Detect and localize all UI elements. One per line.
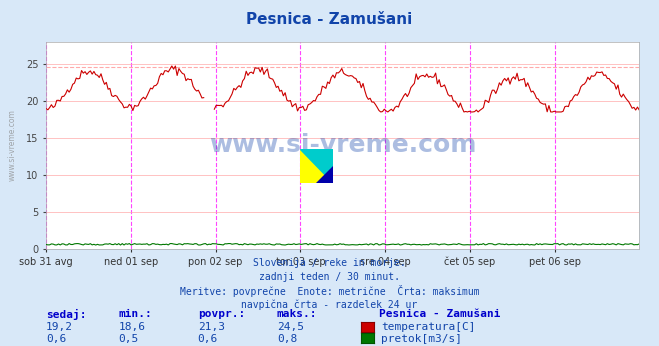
Text: pretok[m3/s]: pretok[m3/s] (381, 334, 462, 344)
Text: www.si-vreme.com: www.si-vreme.com (209, 133, 476, 157)
Text: www.si-vreme.com: www.si-vreme.com (8, 109, 17, 181)
Text: sedaj:: sedaj: (46, 309, 86, 320)
Text: 0,6: 0,6 (198, 334, 218, 344)
Text: navpična črta - razdelek 24 ur: navpična črta - razdelek 24 ur (241, 299, 418, 310)
Polygon shape (316, 166, 333, 183)
Polygon shape (300, 149, 333, 183)
Text: Slovenija / reke in morje.: Slovenija / reke in morje. (253, 258, 406, 268)
Text: 0,6: 0,6 (46, 334, 67, 344)
Text: zadnji teden / 30 minut.: zadnji teden / 30 minut. (259, 272, 400, 282)
Text: maks.:: maks.: (277, 309, 317, 319)
Text: povpr.:: povpr.: (198, 309, 245, 319)
Text: min.:: min.: (119, 309, 152, 319)
Text: Meritve: povprečne  Enote: metrične  Črta: maksimum: Meritve: povprečne Enote: metrične Črta:… (180, 285, 479, 298)
Polygon shape (300, 149, 333, 183)
Text: 21,3: 21,3 (198, 322, 225, 332)
Text: Pesnica - Zamušani: Pesnica - Zamušani (246, 12, 413, 27)
Text: 19,2: 19,2 (46, 322, 73, 332)
Text: 0,5: 0,5 (119, 334, 139, 344)
Text: 0,8: 0,8 (277, 334, 297, 344)
Text: temperatura[C]: temperatura[C] (381, 322, 475, 332)
Text: Pesnica - Zamušani: Pesnica - Zamušani (379, 309, 500, 319)
Text: 24,5: 24,5 (277, 322, 304, 332)
Text: 18,6: 18,6 (119, 322, 146, 332)
